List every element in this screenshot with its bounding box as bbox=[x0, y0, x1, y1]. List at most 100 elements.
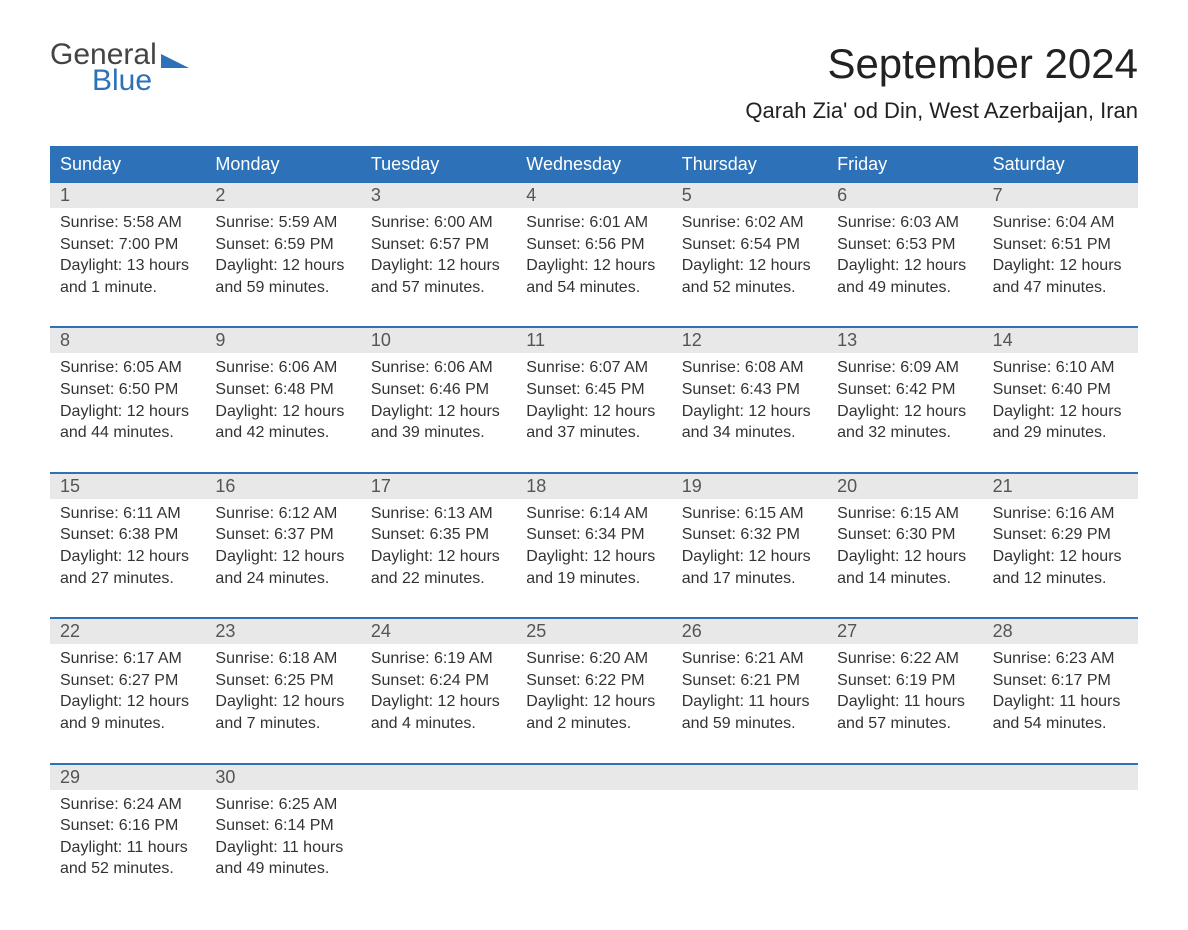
daylight-text: Daylight: 12 hours and 22 minutes. bbox=[371, 546, 506, 589]
sunset-text: Sunset: 6:34 PM bbox=[526, 524, 661, 546]
location-subtitle: Qarah Zia' od Din, West Azerbaijan, Iran bbox=[745, 98, 1138, 124]
daylight-text: Daylight: 12 hours and 19 minutes. bbox=[526, 546, 661, 589]
sunrise-text: Sunrise: 5:59 AM bbox=[215, 212, 350, 234]
day-number: 5 bbox=[672, 183, 827, 208]
sunset-text: Sunset: 6:17 PM bbox=[993, 670, 1128, 692]
day-cell: Sunrise: 6:21 AMSunset: 6:21 PMDaylight:… bbox=[672, 644, 827, 744]
day-cell: Sunrise: 6:24 AMSunset: 6:16 PMDaylight:… bbox=[50, 790, 205, 890]
sunrise-text: Sunrise: 6:04 AM bbox=[993, 212, 1128, 234]
sunrise-text: Sunrise: 6:22 AM bbox=[837, 648, 972, 670]
sunset-text: Sunset: 6:30 PM bbox=[837, 524, 972, 546]
dow-tuesday: Tuesday bbox=[361, 146, 516, 183]
daylight-text: Daylight: 12 hours and 39 minutes. bbox=[371, 401, 506, 444]
sunset-text: Sunset: 6:48 PM bbox=[215, 379, 350, 401]
daylight-text: Daylight: 11 hours and 57 minutes. bbox=[837, 691, 972, 734]
day-cell: Sunrise: 6:13 AMSunset: 6:35 PMDaylight:… bbox=[361, 499, 516, 599]
daylight-text: Daylight: 12 hours and 24 minutes. bbox=[215, 546, 350, 589]
daylight-text: Daylight: 12 hours and 9 minutes. bbox=[60, 691, 195, 734]
day-number: 6 bbox=[827, 183, 982, 208]
day-cell: Sunrise: 6:02 AMSunset: 6:54 PMDaylight:… bbox=[672, 208, 827, 308]
sunrise-text: Sunrise: 6:12 AM bbox=[215, 503, 350, 525]
day-number: 19 bbox=[672, 474, 827, 499]
calendar-week: 22232425262728Sunrise: 6:17 AMSunset: 6:… bbox=[50, 617, 1138, 744]
sunset-text: Sunset: 6:14 PM bbox=[215, 815, 350, 837]
sunrise-text: Sunrise: 6:09 AM bbox=[837, 357, 972, 379]
day-number: 15 bbox=[50, 474, 205, 499]
sunset-text: Sunset: 6:16 PM bbox=[60, 815, 195, 837]
day-number: 20 bbox=[827, 474, 982, 499]
daylight-text: Daylight: 12 hours and 17 minutes. bbox=[682, 546, 817, 589]
sunrise-text: Sunrise: 6:18 AM bbox=[215, 648, 350, 670]
day-cell: Sunrise: 6:18 AMSunset: 6:25 PMDaylight:… bbox=[205, 644, 360, 744]
sunrise-text: Sunrise: 6:20 AM bbox=[526, 648, 661, 670]
day-number: 22 bbox=[50, 619, 205, 644]
day-number bbox=[672, 765, 827, 790]
daylight-text: Daylight: 12 hours and 27 minutes. bbox=[60, 546, 195, 589]
daylight-text: Daylight: 12 hours and 4 minutes. bbox=[371, 691, 506, 734]
sunrise-text: Sunrise: 6:11 AM bbox=[60, 503, 195, 525]
day-cell bbox=[361, 790, 516, 890]
sunrise-text: Sunrise: 6:13 AM bbox=[371, 503, 506, 525]
day-number: 1 bbox=[50, 183, 205, 208]
sunrise-text: Sunrise: 6:07 AM bbox=[526, 357, 661, 379]
daylight-text: Daylight: 13 hours and 1 minute. bbox=[60, 255, 195, 298]
day-cell: Sunrise: 6:10 AMSunset: 6:40 PMDaylight:… bbox=[983, 353, 1138, 453]
sunrise-text: Sunrise: 6:25 AM bbox=[215, 794, 350, 816]
sunset-text: Sunset: 6:54 PM bbox=[682, 234, 817, 256]
daylight-text: Daylight: 12 hours and 29 minutes. bbox=[993, 401, 1128, 444]
day-number: 28 bbox=[983, 619, 1138, 644]
sunset-text: Sunset: 6:27 PM bbox=[60, 670, 195, 692]
day-cell: Sunrise: 6:23 AMSunset: 6:17 PMDaylight:… bbox=[983, 644, 1138, 744]
daylight-text: Daylight: 11 hours and 52 minutes. bbox=[60, 837, 195, 880]
sunrise-text: Sunrise: 6:21 AM bbox=[682, 648, 817, 670]
sunset-text: Sunset: 6:38 PM bbox=[60, 524, 195, 546]
day-cell bbox=[672, 790, 827, 890]
day-number: 4 bbox=[516, 183, 671, 208]
sunrise-text: Sunrise: 6:15 AM bbox=[837, 503, 972, 525]
day-cell: Sunrise: 6:14 AMSunset: 6:34 PMDaylight:… bbox=[516, 499, 671, 599]
sunrise-text: Sunrise: 6:19 AM bbox=[371, 648, 506, 670]
day-cell: Sunrise: 6:03 AMSunset: 6:53 PMDaylight:… bbox=[827, 208, 982, 308]
day-cell: Sunrise: 6:25 AMSunset: 6:14 PMDaylight:… bbox=[205, 790, 360, 890]
day-cell: Sunrise: 6:06 AMSunset: 6:46 PMDaylight:… bbox=[361, 353, 516, 453]
day-number: 29 bbox=[50, 765, 205, 790]
daylight-text: Daylight: 12 hours and 47 minutes. bbox=[993, 255, 1128, 298]
daylight-text: Daylight: 12 hours and 59 minutes. bbox=[215, 255, 350, 298]
title-block: September 2024 Qarah Zia' od Din, West A… bbox=[745, 40, 1138, 138]
daylight-text: Daylight: 12 hours and 14 minutes. bbox=[837, 546, 972, 589]
sunset-text: Sunset: 6:45 PM bbox=[526, 379, 661, 401]
dow-thursday: Thursday bbox=[672, 146, 827, 183]
dow-wednesday: Wednesday bbox=[516, 146, 671, 183]
sunrise-text: Sunrise: 6:01 AM bbox=[526, 212, 661, 234]
sunrise-text: Sunrise: 6:06 AM bbox=[215, 357, 350, 379]
day-number bbox=[516, 765, 671, 790]
daylight-text: Daylight: 12 hours and 32 minutes. bbox=[837, 401, 972, 444]
day-number: 23 bbox=[205, 619, 360, 644]
day-number: 14 bbox=[983, 328, 1138, 353]
day-number: 17 bbox=[361, 474, 516, 499]
day-cell: Sunrise: 6:15 AMSunset: 6:32 PMDaylight:… bbox=[672, 499, 827, 599]
sunrise-text: Sunrise: 6:05 AM bbox=[60, 357, 195, 379]
day-cell: Sunrise: 6:12 AMSunset: 6:37 PMDaylight:… bbox=[205, 499, 360, 599]
sunset-text: Sunset: 6:59 PM bbox=[215, 234, 350, 256]
sunset-text: Sunset: 6:19 PM bbox=[837, 670, 972, 692]
sunset-text: Sunset: 6:46 PM bbox=[371, 379, 506, 401]
daylight-text: Daylight: 11 hours and 59 minutes. bbox=[682, 691, 817, 734]
sunset-text: Sunset: 6:35 PM bbox=[371, 524, 506, 546]
day-cell bbox=[983, 790, 1138, 890]
day-number bbox=[361, 765, 516, 790]
sunset-text: Sunset: 6:29 PM bbox=[993, 524, 1128, 546]
daylight-text: Daylight: 12 hours and 49 minutes. bbox=[837, 255, 972, 298]
logo: General Blue bbox=[50, 40, 189, 96]
header: General Blue September 2024 Qarah Zia' o… bbox=[50, 40, 1138, 138]
day-cell: Sunrise: 6:16 AMSunset: 6:29 PMDaylight:… bbox=[983, 499, 1138, 599]
day-number: 12 bbox=[672, 328, 827, 353]
day-number: 3 bbox=[361, 183, 516, 208]
day-number: 25 bbox=[516, 619, 671, 644]
weeks-container: 1234567Sunrise: 5:58 AMSunset: 7:00 PMDa… bbox=[50, 183, 1138, 890]
sunset-text: Sunset: 6:53 PM bbox=[837, 234, 972, 256]
day-number bbox=[983, 765, 1138, 790]
sunrise-text: Sunrise: 5:58 AM bbox=[60, 212, 195, 234]
daylight-text: Daylight: 12 hours and 44 minutes. bbox=[60, 401, 195, 444]
sunrise-text: Sunrise: 6:02 AM bbox=[682, 212, 817, 234]
